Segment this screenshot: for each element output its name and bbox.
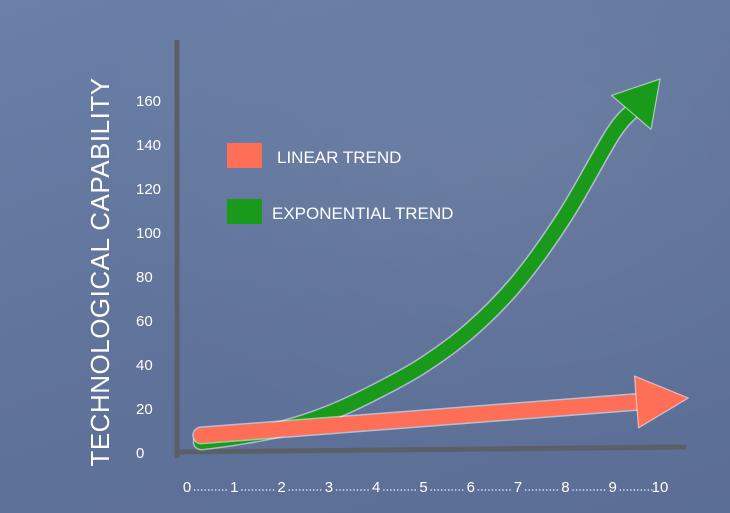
y-tick-label: 120 bbox=[136, 181, 161, 198]
legend-swatch bbox=[227, 199, 262, 224]
legend-label: LINEAR TREND bbox=[277, 148, 401, 167]
legend: LINEAR TREND EXPONENTIAL TREND bbox=[227, 143, 453, 224]
exponential-trend-arrowhead bbox=[610, 78, 661, 130]
y-tick-label: 60 bbox=[136, 313, 153, 330]
y-axis-label: TECHNOLOGICAL CAPABILITY bbox=[85, 77, 115, 466]
x-tick-label: 2 bbox=[277, 479, 285, 496]
y-tick-label: 100 bbox=[136, 225, 161, 242]
x-axis-line bbox=[174, 444, 687, 455]
linear-trend-arrowhead bbox=[633, 375, 689, 429]
x-tick-label: 1 bbox=[230, 479, 238, 496]
x-tick-label: 5 bbox=[419, 479, 427, 496]
x-tick-label: 8 bbox=[561, 479, 569, 496]
x-tick-label: 3 bbox=[325, 479, 333, 496]
y-tick-label: 80 bbox=[136, 269, 153, 286]
linear-trend-line bbox=[193, 394, 649, 443]
series-layer bbox=[192, 78, 689, 451]
exponential-trend-outline bbox=[192, 100, 643, 451]
y-tick-label: 140 bbox=[136, 137, 161, 154]
exponential-trend-line bbox=[194, 102, 641, 449]
x-tick-labels: 0 1 2 3 4 5 6 7 8 9 10 bbox=[183, 479, 669, 496]
x-tick-label: 4 bbox=[372, 479, 380, 496]
y-tick-label: 0 bbox=[136, 445, 144, 462]
y-tick-label: 40 bbox=[136, 357, 153, 374]
legend-swatch bbox=[227, 143, 262, 168]
x-tick-label: 6 bbox=[467, 479, 475, 496]
legend-label: EXPONENTIAL TREND bbox=[272, 204, 453, 223]
x-tick-label: 10 bbox=[652, 479, 669, 496]
axes bbox=[174, 40, 687, 458]
x-tick-label: 7 bbox=[514, 479, 522, 496]
x-tick-label: 0 bbox=[183, 479, 191, 496]
y-tick-label: 160 bbox=[136, 93, 161, 110]
x-tick-label: 9 bbox=[609, 479, 617, 496]
y-tick-label: 20 bbox=[136, 401, 153, 418]
y-tick-labels: 0 20 40 60 80 100 120 140 160 bbox=[136, 93, 161, 462]
